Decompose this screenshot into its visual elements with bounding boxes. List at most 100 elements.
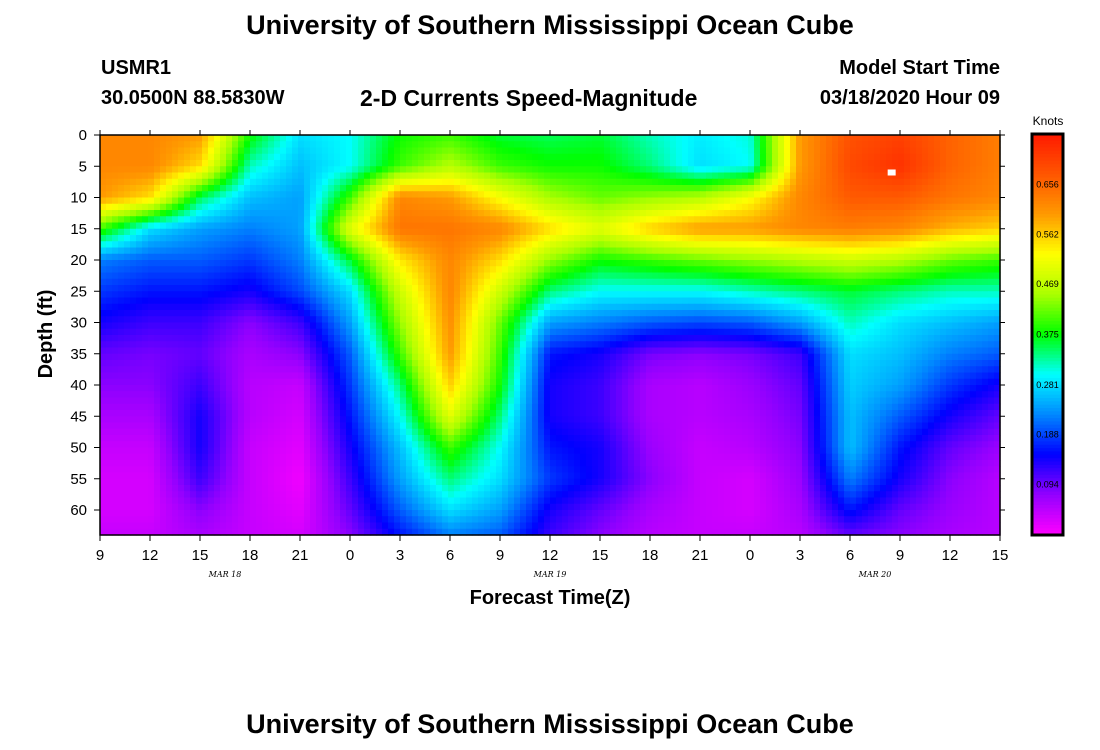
heatmap-cell — [532, 322, 539, 330]
heatmap-cell — [448, 197, 455, 205]
heatmap-cell — [550, 172, 557, 180]
heatmap-cell — [850, 322, 857, 330]
heatmap-cell — [160, 222, 167, 230]
heatmap-cell — [886, 191, 893, 199]
heatmap-cell — [754, 160, 761, 167]
heatmap-cell — [400, 191, 407, 199]
heatmap-cell — [280, 153, 287, 161]
heatmap-cell — [964, 141, 971, 149]
heatmap-cell — [676, 160, 683, 167]
heatmap-cell — [532, 166, 539, 174]
heatmap-cell — [790, 153, 797, 161]
heatmap-cell — [232, 310, 239, 317]
heatmap-cell — [232, 153, 239, 161]
heatmap-cell — [568, 272, 575, 280]
heatmap-cell — [418, 335, 425, 342]
heatmap-cell — [340, 147, 347, 155]
heatmap-cell — [268, 272, 275, 280]
heatmap-cell — [802, 216, 809, 224]
heatmap-cell — [268, 253, 275, 261]
heatmap-cell — [214, 297, 221, 305]
heatmap-cell — [802, 272, 809, 280]
heatmap-cell — [316, 247, 323, 255]
heatmap-cell — [460, 172, 467, 180]
heatmap-cell — [496, 166, 503, 174]
heatmap-cell — [700, 297, 707, 305]
heatmap-cell — [334, 285, 341, 292]
heatmap-cell — [694, 253, 701, 261]
heatmap-cell — [880, 210, 887, 217]
heatmap-cell — [454, 303, 461, 311]
heatmap-cell — [724, 260, 731, 267]
heatmap-cell — [490, 285, 497, 292]
heatmap-cell — [604, 272, 611, 280]
heatmap-cell — [214, 166, 221, 174]
heatmap-cell — [670, 310, 677, 317]
heatmap-cell — [112, 285, 119, 292]
heatmap-cell — [406, 160, 413, 167]
heatmap-cell — [178, 210, 185, 217]
heatmap-cell — [358, 310, 365, 317]
heatmap-cell — [460, 285, 467, 292]
heatmap-cell — [886, 141, 893, 149]
heatmap-cell — [274, 266, 281, 274]
heatmap-cell — [838, 203, 845, 211]
heatmap-cell — [508, 316, 515, 324]
heatmap-cell — [892, 160, 899, 167]
heatmap-cell — [268, 185, 275, 192]
heatmap-cell — [766, 216, 773, 224]
heatmap-cell — [472, 235, 479, 242]
heatmap-cell — [142, 335, 149, 342]
heatmap-cell — [358, 203, 365, 211]
heatmap-cell — [286, 178, 293, 186]
heatmap-cell — [526, 247, 533, 255]
heatmap-cell — [664, 222, 671, 230]
heatmap-cell — [562, 153, 569, 161]
heatmap-cell — [520, 328, 527, 336]
heatmap-cell — [232, 228, 239, 236]
heatmap-cell — [496, 297, 503, 305]
heatmap-cell — [838, 310, 845, 317]
heatmap-cell — [682, 278, 689, 286]
heatmap-cell — [928, 328, 935, 336]
heatmap-cell — [508, 253, 515, 261]
heatmap-cell — [376, 216, 383, 224]
station-coordinates: 30.0500N 88.5830W — [101, 87, 285, 109]
heatmap-cell — [886, 316, 893, 324]
heatmap-cell — [580, 191, 587, 199]
heatmap-cell — [880, 153, 887, 161]
heatmap-cell — [790, 322, 797, 330]
heatmap-cell — [808, 153, 815, 161]
heatmap-cell — [430, 285, 437, 292]
heatmap-cell — [334, 228, 341, 236]
heatmap-cell — [880, 241, 887, 249]
heatmap-cell — [958, 228, 965, 236]
heatmap-cell — [820, 135, 827, 142]
heatmap-cell — [256, 135, 263, 142]
heatmap-cell — [310, 141, 317, 149]
heatmap-cell — [160, 166, 167, 174]
heatmap-cell — [544, 260, 551, 267]
heatmap-cell — [262, 278, 269, 286]
heatmap-cell — [424, 166, 431, 174]
heatmap-cell — [172, 303, 179, 311]
heatmap-cell — [802, 247, 809, 255]
heatmap-cell — [316, 178, 323, 186]
heatmap-cell — [562, 335, 569, 342]
heatmap-cell — [838, 172, 845, 180]
heatmap-cell — [844, 335, 851, 342]
heatmap-cell — [700, 235, 707, 242]
heatmap-cell — [358, 316, 365, 324]
heatmap-cell — [604, 210, 611, 217]
heatmap-cell — [760, 153, 767, 161]
heatmap-cell — [742, 153, 749, 161]
heatmap-cell — [814, 278, 821, 286]
heatmap-cell — [664, 228, 671, 236]
heatmap-cell — [652, 235, 659, 242]
heatmap-cell — [124, 322, 131, 330]
heatmap-cell — [208, 322, 215, 330]
heatmap-cell — [238, 278, 245, 286]
heatmap-cell — [460, 241, 467, 249]
heatmap-cell — [658, 266, 665, 274]
heatmap-cell — [244, 141, 251, 149]
